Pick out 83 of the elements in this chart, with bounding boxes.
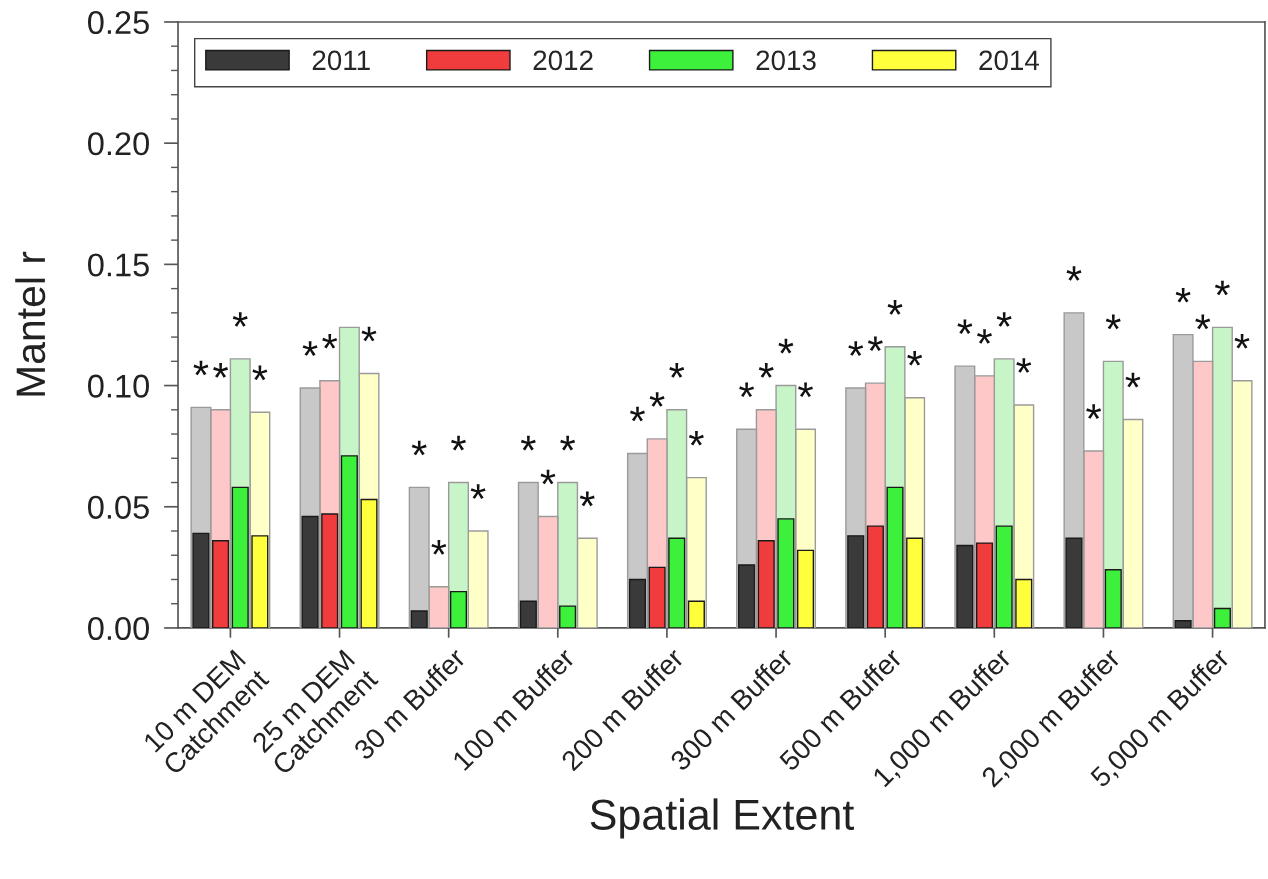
data-label: * bbox=[887, 300, 903, 315]
data-label: * bbox=[431, 540, 447, 555]
data-label: * bbox=[996, 312, 1012, 327]
data-label: * bbox=[213, 363, 229, 378]
data-label: * bbox=[252, 365, 268, 381]
data-label: * bbox=[1066, 266, 1082, 281]
data-label: * bbox=[560, 435, 576, 451]
data-label: * bbox=[977, 329, 992, 344]
data-label: * bbox=[540, 469, 556, 485]
data-label: * bbox=[848, 341, 864, 356]
data-label: * bbox=[669, 363, 685, 378]
data-label: * bbox=[1175, 287, 1191, 303]
bar bbox=[1174, 619, 1192, 628]
bar bbox=[906, 537, 924, 628]
bar bbox=[628, 578, 647, 628]
bar bbox=[251, 535, 269, 628]
data-label: * bbox=[520, 435, 536, 451]
legend-label: 2011 bbox=[312, 50, 370, 71]
legend-label: 2014 bbox=[979, 50, 1039, 71]
data-label: * bbox=[1195, 314, 1211, 330]
data-label: * bbox=[1105, 314, 1121, 330]
data-label: * bbox=[1086, 404, 1102, 419]
bar bbox=[1015, 578, 1033, 628]
bar bbox=[360, 498, 378, 628]
data-label: * bbox=[451, 435, 466, 451]
data-label: * bbox=[778, 338, 794, 354]
y-tick-label: 0.15 bbox=[88, 253, 149, 277]
bar bbox=[687, 600, 705, 628]
data-label: * bbox=[1125, 372, 1141, 388]
y-tick-label: 0.20 bbox=[88, 132, 149, 156]
y-tick-label: 0.05 bbox=[88, 495, 149, 519]
data-label: * bbox=[232, 312, 248, 327]
bar bbox=[648, 566, 666, 628]
y-axis-title: Mantel r bbox=[15, 251, 46, 396]
bar bbox=[757, 540, 775, 628]
bar bbox=[995, 525, 1013, 628]
data-label: * bbox=[957, 319, 973, 335]
bar bbox=[796, 549, 815, 628]
bar bbox=[212, 540, 230, 628]
bar bbox=[847, 535, 865, 628]
bar bbox=[301, 515, 319, 628]
data-label: * bbox=[322, 334, 338, 349]
bar bbox=[192, 532, 210, 628]
data-label: * bbox=[1234, 334, 1250, 349]
data-label: * bbox=[867, 336, 883, 352]
data-label: * bbox=[361, 326, 377, 342]
bar bbox=[975, 542, 994, 628]
bar bbox=[777, 518, 795, 628]
legend-label: 2013 bbox=[756, 50, 816, 71]
bar bbox=[410, 610, 428, 628]
bar bbox=[321, 513, 339, 628]
bar bbox=[668, 537, 686, 628]
bar bbox=[231, 486, 249, 628]
data-label: * bbox=[630, 406, 645, 422]
bar bbox=[956, 544, 974, 628]
y-tick-label: 0.10 bbox=[88, 374, 149, 398]
bar bbox=[1104, 569, 1122, 628]
data-label: * bbox=[649, 392, 665, 407]
y-tick-label: 0.00 bbox=[88, 616, 149, 641]
bar bbox=[340, 455, 358, 628]
data-label: * bbox=[193, 360, 209, 376]
legend-label: 2012 bbox=[533, 50, 593, 71]
bar bbox=[1213, 607, 1231, 628]
bar bbox=[886, 486, 904, 628]
data-label: * bbox=[1016, 358, 1032, 373]
y-tick-label: 0.25 bbox=[88, 11, 149, 35]
bar bbox=[866, 525, 884, 628]
data-label: * bbox=[798, 382, 813, 398]
x-axis-title: Spatial Extent bbox=[590, 798, 855, 839]
bar bbox=[1065, 537, 1083, 628]
data-label: * bbox=[302, 341, 318, 356]
bar bbox=[449, 590, 468, 628]
data-label: * bbox=[470, 484, 486, 499]
data-label: * bbox=[907, 350, 923, 366]
data-label: * bbox=[411, 440, 427, 456]
bar bbox=[559, 605, 577, 628]
data-label: * bbox=[688, 430, 704, 446]
data-label: * bbox=[758, 363, 774, 378]
data-label: * bbox=[739, 382, 755, 398]
data-label: * bbox=[579, 491, 595, 507]
bar bbox=[519, 600, 537, 628]
data-label: * bbox=[1214, 280, 1230, 296]
bar bbox=[738, 564, 756, 628]
